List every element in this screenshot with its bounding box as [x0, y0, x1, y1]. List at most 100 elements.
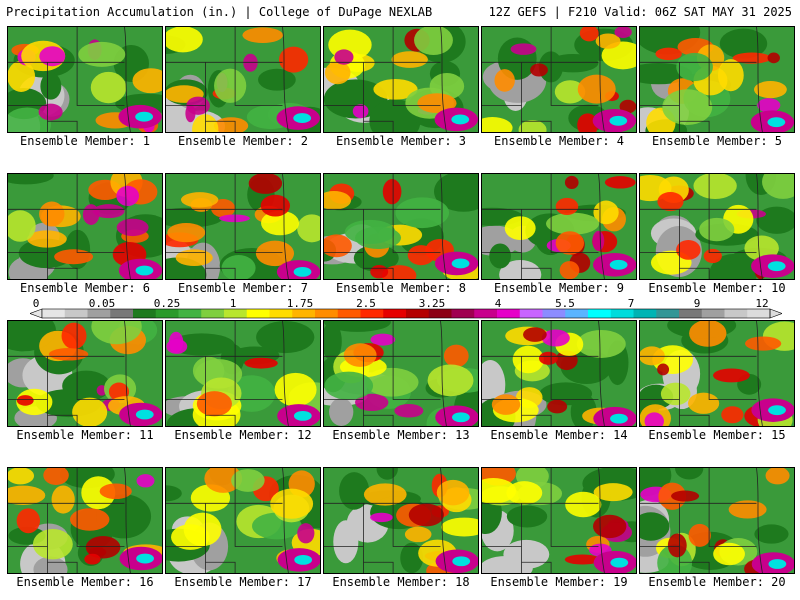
ensemble-member-label: Ensemble Member: 12: [174, 428, 312, 442]
colorbar-tick-label: 0: [32, 297, 40, 310]
colorbar-strip: [29, 308, 783, 319]
colorbar-segment: [201, 309, 225, 318]
colorbar-segment: [428, 309, 452, 318]
colorbar-segment: [497, 309, 521, 318]
ensemble-map-panel: [639, 173, 795, 280]
precip-field: [640, 27, 794, 132]
colorbar-segment: [224, 309, 248, 318]
colorbar-segment: [383, 309, 407, 318]
colorbar-tick-label: 1: [229, 297, 237, 310]
ensemble-member-label: Ensemble Member: 2: [177, 134, 309, 148]
colorbar-segment: [133, 309, 157, 318]
ensemble-map-panel: [323, 26, 479, 133]
ensemble-map-panel: [165, 467, 321, 574]
ensemble-member-label: Ensemble Member: 14: [490, 428, 628, 442]
colorbar-segment: [519, 309, 543, 318]
model-run-info: 12Z GEFS | F210 Valid: 06Z SAT MAY 31 20…: [488, 5, 792, 19]
precip-field: [8, 174, 162, 279]
colorbar-segment: [588, 309, 612, 318]
colorbar-tick-label: 12: [755, 297, 769, 310]
colorbar-segment: [315, 309, 339, 318]
ensemble-member-label: Ensemble Member: 19: [490, 575, 628, 589]
colorbar-arrow-left: [29, 308, 43, 319]
ensemble-map-panel: [7, 173, 163, 280]
colorbar-tick-label: 4: [494, 297, 502, 310]
precip-field: [640, 174, 794, 279]
colorbar-tick-label: 7: [627, 297, 635, 310]
ensemble-member-label: Ensemble Member: 18: [332, 575, 470, 589]
ensemble-member-label: Ensemble Member: 7: [177, 281, 309, 295]
precip-field: [324, 174, 478, 279]
precip-field: [8, 468, 162, 573]
ensemble-member-label: Ensemble Member: 4: [493, 134, 625, 148]
colorbar-segment: [610, 309, 634, 318]
colorbar-segment: [155, 309, 179, 318]
colorbar-segment: [64, 309, 88, 318]
precip-field: [166, 321, 320, 426]
colorbar-segment: [87, 309, 111, 318]
colorbar-tick-label: 3.25: [418, 297, 446, 310]
colorbar-segment: [246, 309, 270, 318]
ensemble-map-panel: [165, 320, 321, 427]
ensemble-map-panel: [7, 320, 163, 427]
colorbar-segment: [178, 309, 202, 318]
ensemble-member-label: Ensemble Member: 5: [651, 134, 783, 148]
colorbar-segment: [656, 309, 680, 318]
ensemble-map-panel: [639, 320, 795, 427]
colorbar-segment: [747, 309, 771, 318]
precip-field: [166, 468, 320, 573]
precip-field: [640, 468, 794, 573]
ensemble-map-panel: [165, 26, 321, 133]
colorbar-tick-label: 9: [693, 297, 701, 310]
precip-field: [482, 468, 636, 573]
ensemble-member-label: Ensemble Member: 20: [648, 575, 786, 589]
ensemble-member-label: Ensemble Member: 8: [335, 281, 467, 295]
ensemble-member-label: Ensemble Member: 1: [19, 134, 151, 148]
precip-field: [324, 321, 478, 426]
colorbar-segment: [701, 309, 725, 318]
ensemble-map-panel: [7, 26, 163, 133]
colorbar-segment: [565, 309, 589, 318]
precip-colorbar: 0 0.05 0.25 1 1.75 2.5 3.25 4 5.5 7 9 12: [29, 297, 783, 320]
colorbar-arrow-right: [769, 308, 783, 319]
ensemble-map-panel: [323, 320, 479, 427]
colorbar-segment: [724, 309, 748, 318]
colorbar-segment: [110, 309, 134, 318]
ensemble-map-panel: [7, 467, 163, 574]
precip-field: [640, 321, 794, 426]
colorbar-segment: [474, 309, 498, 318]
ensemble-map-panel: [481, 173, 637, 280]
colorbar-segment: [269, 309, 293, 318]
colorbar-tick-label: 0.05: [88, 297, 116, 310]
ensemble-member-label: Ensemble Member: 13: [332, 428, 470, 442]
ensemble-map-panel: [481, 320, 637, 427]
ensemble-map-panel: [165, 173, 321, 280]
ensemble-member-label: Ensemble Member: 10: [648, 281, 786, 295]
ensemble-map-panel: [481, 467, 637, 574]
ensemble-map-panel: [639, 467, 795, 574]
ensemble-member-label: Ensemble Member: 16: [16, 575, 154, 589]
map-title: Precipitation Accumulation (in.) | Colle…: [6, 5, 433, 19]
precip-field: [324, 27, 478, 132]
ensemble-map-panel: [639, 26, 795, 133]
precip-field: [482, 321, 636, 426]
colorbar-tick-label: 5.5: [555, 297, 575, 310]
precip-field: [8, 27, 162, 132]
ensemble-map-panel: [481, 26, 637, 133]
colorbar-segment: [633, 309, 657, 318]
colorbar-tick-label: 2.5: [356, 297, 376, 310]
precip-field: [324, 468, 478, 573]
precip-field: [482, 27, 636, 132]
ensemble-member-label: Ensemble Member: 3: [335, 134, 467, 148]
ensemble-member-label: Ensemble Member: 15: [648, 428, 786, 442]
ensemble-member-label: Ensemble Member: 17: [174, 575, 312, 589]
ensemble-member-label: Ensemble Member: 9: [493, 281, 625, 295]
precip-field: [166, 27, 320, 132]
colorbar-segment: [292, 309, 316, 318]
colorbar-tick-label: 0.25: [153, 297, 181, 310]
ensemble-member-label: Ensemble Member: 11: [16, 428, 154, 442]
colorbar-segment: [360, 309, 384, 318]
colorbar-tick-label: 1.75: [286, 297, 314, 310]
ensemble-member-label: Ensemble Member: 6: [19, 281, 151, 295]
colorbar-segment: [42, 309, 66, 318]
